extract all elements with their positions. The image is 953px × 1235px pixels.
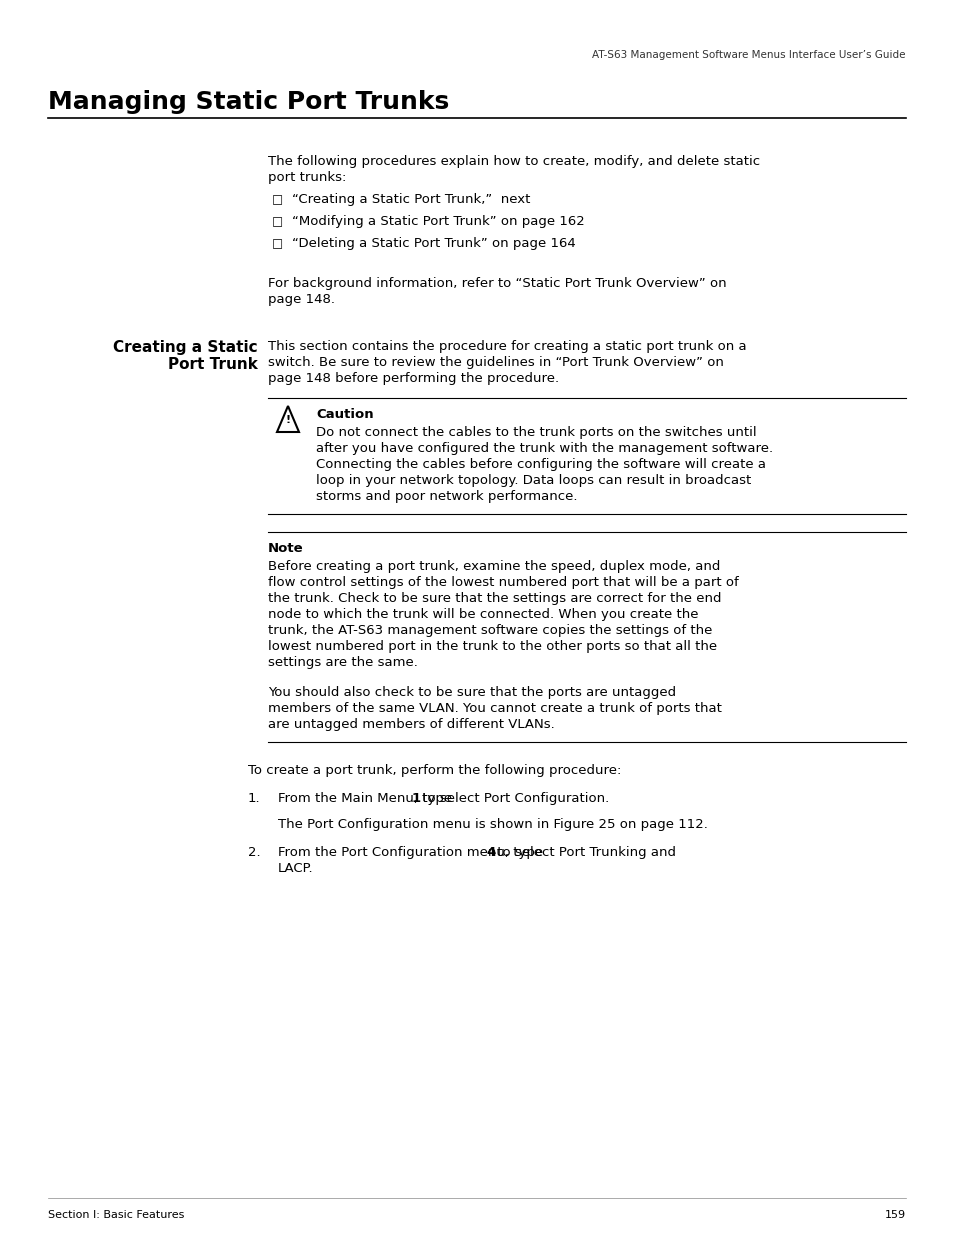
Text: loop in your network topology. Data loops can result in broadcast: loop in your network topology. Data loop… — [315, 474, 750, 487]
Text: Before creating a port trunk, examine the speed, duplex mode, and: Before creating a port trunk, examine th… — [268, 559, 720, 573]
Text: settings are the same.: settings are the same. — [268, 656, 417, 669]
Polygon shape — [276, 406, 298, 432]
Text: From the Main Menu, type: From the Main Menu, type — [277, 792, 456, 805]
Text: AT-S63 Management Software Menus Interface User’s Guide: AT-S63 Management Software Menus Interfa… — [592, 49, 905, 61]
Text: !: ! — [285, 415, 291, 425]
Text: Port Trunk: Port Trunk — [168, 357, 257, 372]
Text: storms and poor network performance.: storms and poor network performance. — [315, 490, 577, 503]
Text: 4: 4 — [486, 846, 496, 860]
Text: Note: Note — [268, 542, 303, 555]
Text: the trunk. Check to be sure that the settings are correct for the end: the trunk. Check to be sure that the set… — [268, 592, 720, 605]
Text: trunk, the AT-S63 management software copies the settings of the: trunk, the AT-S63 management software co… — [268, 624, 712, 637]
Text: members of the same VLAN. You cannot create a trunk of ports that: members of the same VLAN. You cannot cre… — [268, 701, 721, 715]
Text: “Deleting a Static Port Trunk” on page 164: “Deleting a Static Port Trunk” on page 1… — [292, 237, 576, 249]
Text: node to which the trunk will be connected. When you create the: node to which the trunk will be connecte… — [268, 608, 698, 621]
Text: to select Port Trunking and: to select Port Trunking and — [493, 846, 676, 860]
Text: switch. Be sure to review the guidelines in “Port Trunk Overview” on: switch. Be sure to review the guidelines… — [268, 356, 723, 369]
Text: LACP.: LACP. — [277, 862, 314, 876]
Text: 159: 159 — [884, 1210, 905, 1220]
Text: □: □ — [272, 193, 283, 206]
Text: □: □ — [272, 237, 283, 249]
Text: “Modifying a Static Port Trunk” on page 162: “Modifying a Static Port Trunk” on page … — [292, 215, 584, 228]
Text: □: □ — [272, 215, 283, 228]
Text: are untagged members of different VLANs.: are untagged members of different VLANs. — [268, 718, 554, 731]
Text: 1.: 1. — [248, 792, 260, 805]
Text: page 148 before performing the procedure.: page 148 before performing the procedure… — [268, 372, 558, 385]
Text: flow control settings of the lowest numbered port that will be a part of: flow control settings of the lowest numb… — [268, 576, 738, 589]
Text: Do not connect the cables to the trunk ports on the switches until: Do not connect the cables to the trunk p… — [315, 426, 756, 438]
Text: From the Port Configuration menu, type: From the Port Configuration menu, type — [277, 846, 547, 860]
Text: to select Port Configuration.: to select Port Configuration. — [417, 792, 609, 805]
Text: 2.: 2. — [248, 846, 260, 860]
Text: To create a port trunk, perform the following procedure:: To create a port trunk, perform the foll… — [248, 764, 620, 777]
Text: Section I: Basic Features: Section I: Basic Features — [48, 1210, 184, 1220]
Text: 1: 1 — [412, 792, 420, 805]
Text: Creating a Static: Creating a Static — [113, 340, 257, 354]
Text: after you have configured the trunk with the management software.: after you have configured the trunk with… — [315, 442, 772, 454]
Text: You should also check to be sure that the ports are untagged: You should also check to be sure that th… — [268, 685, 676, 699]
Text: Caution: Caution — [315, 408, 374, 421]
Text: This section contains the procedure for creating a static port trunk on a: This section contains the procedure for … — [268, 340, 746, 353]
Text: “Creating a Static Port Trunk,”  next: “Creating a Static Port Trunk,” next — [292, 193, 530, 206]
Text: Managing Static Port Trunks: Managing Static Port Trunks — [48, 90, 449, 114]
Text: The Port Configuration menu is shown in Figure 25 on page 112.: The Port Configuration menu is shown in … — [277, 818, 707, 831]
Text: port trunks:: port trunks: — [268, 170, 346, 184]
Text: Connecting the cables before configuring the software will create a: Connecting the cables before configuring… — [315, 458, 765, 471]
Text: lowest numbered port in the trunk to the other ports so that all the: lowest numbered port in the trunk to the… — [268, 640, 717, 653]
Text: For background information, refer to “Static Port Trunk Overview” on: For background information, refer to “St… — [268, 277, 726, 290]
Text: page 148.: page 148. — [268, 293, 335, 306]
Text: The following procedures explain how to create, modify, and delete static: The following procedures explain how to … — [268, 156, 760, 168]
